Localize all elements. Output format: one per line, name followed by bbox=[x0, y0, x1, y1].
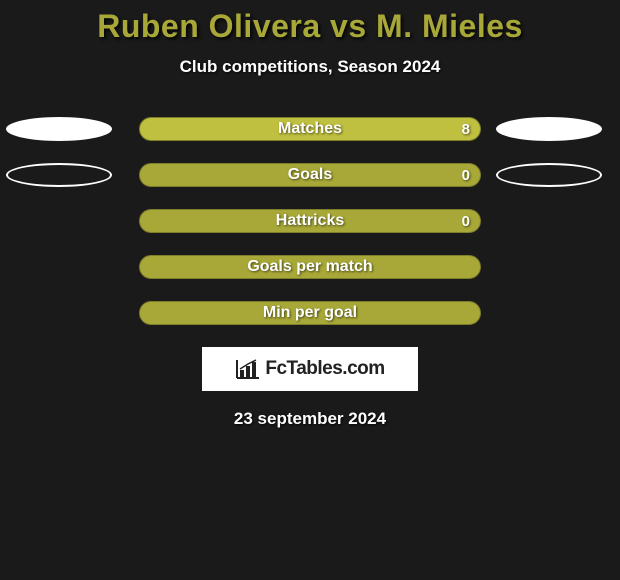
metric-row: Hattricks 0 bbox=[0, 209, 620, 233]
metric-label: Hattricks bbox=[276, 212, 344, 230]
metric-row: Goals 0 bbox=[0, 163, 620, 187]
metric-label: Goals per match bbox=[247, 258, 372, 276]
left-ellipse-icon bbox=[6, 117, 112, 141]
comparison-infographic: Ruben Olivera vs M. Mieles Club competit… bbox=[0, 0, 620, 429]
metric-bar: Hattricks 0 bbox=[139, 209, 481, 233]
date-line: 23 september 2024 bbox=[0, 409, 620, 429]
metric-value-right: 0 bbox=[462, 213, 470, 230]
metric-row: Goals per match bbox=[0, 255, 620, 279]
metric-bar: Matches 8 bbox=[139, 117, 481, 141]
subtitle: Club competitions, Season 2024 bbox=[0, 57, 620, 77]
metric-label: Min per goal bbox=[263, 304, 357, 322]
metric-label: Matches bbox=[278, 120, 342, 138]
metric-label: Goals bbox=[288, 166, 332, 184]
metric-bar: Goals per match bbox=[139, 255, 481, 279]
right-ellipse-icon bbox=[496, 117, 602, 141]
metric-rows: Matches 8 Goals 0 Hattricks 0 Goals per match M… bbox=[0, 117, 620, 325]
metric-value-right: 0 bbox=[462, 167, 470, 184]
logo-box: FcTables.com bbox=[202, 347, 418, 391]
left-ellipse-icon bbox=[6, 163, 112, 187]
page-title: Ruben Olivera vs M. Mieles bbox=[0, 8, 620, 45]
metric-bar: Min per goal bbox=[139, 301, 481, 325]
metric-row: Min per goal bbox=[0, 301, 620, 325]
logo: FcTables.com bbox=[235, 358, 384, 380]
metric-value-right: 8 bbox=[462, 121, 470, 138]
right-ellipse-icon bbox=[496, 163, 602, 187]
metric-bar: Goals 0 bbox=[139, 163, 481, 187]
bar-chart-icon bbox=[235, 358, 261, 380]
logo-text: FcTables.com bbox=[265, 358, 384, 380]
metric-row: Matches 8 bbox=[0, 117, 620, 141]
